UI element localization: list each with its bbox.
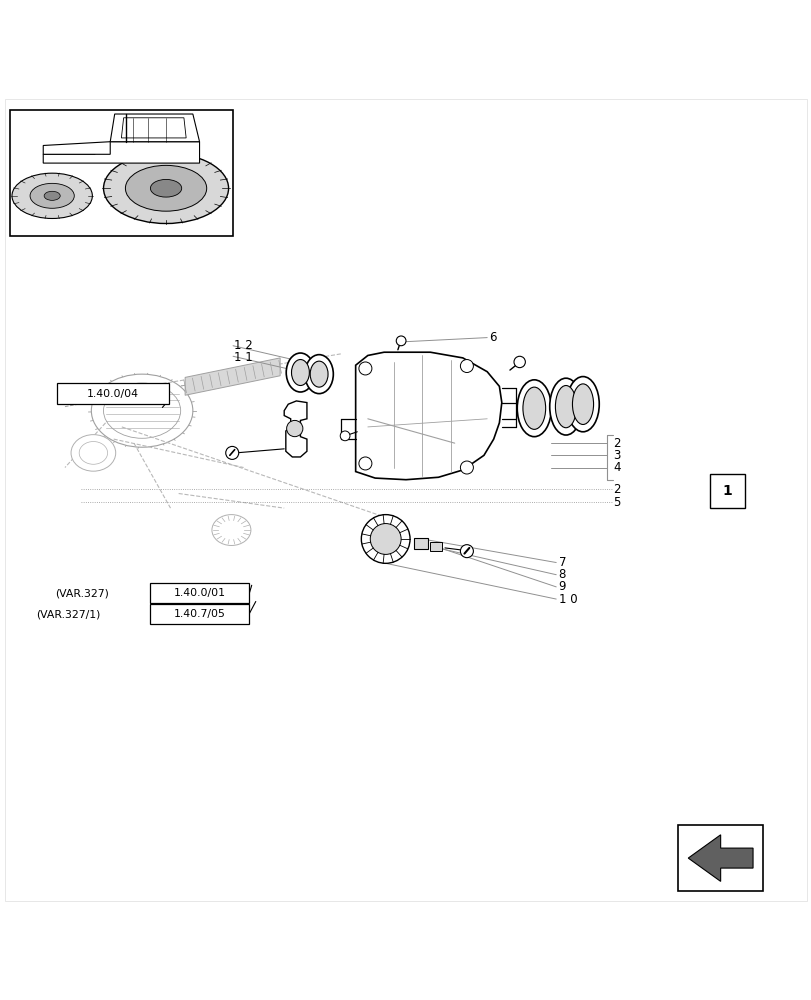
- Ellipse shape: [305, 355, 333, 394]
- Ellipse shape: [12, 173, 92, 218]
- Text: 3: 3: [612, 449, 620, 462]
- Polygon shape: [355, 352, 501, 480]
- Text: 1.40.0/04: 1.40.0/04: [87, 389, 139, 399]
- Ellipse shape: [103, 383, 180, 438]
- Text: 1.40.7/05: 1.40.7/05: [174, 609, 225, 619]
- Bar: [150, 583, 249, 603]
- Bar: [150, 604, 249, 624]
- Text: (VAR.327/1): (VAR.327/1): [36, 609, 101, 619]
- Ellipse shape: [44, 191, 60, 200]
- Circle shape: [460, 545, 473, 558]
- Text: 5: 5: [612, 496, 620, 509]
- Circle shape: [396, 336, 406, 346]
- Ellipse shape: [566, 377, 599, 432]
- Ellipse shape: [79, 442, 107, 464]
- Ellipse shape: [555, 386, 576, 428]
- Polygon shape: [43, 142, 110, 154]
- Circle shape: [286, 420, 303, 437]
- Polygon shape: [185, 358, 280, 395]
- Polygon shape: [110, 114, 200, 142]
- Text: 1 2: 1 2: [234, 339, 252, 352]
- Text: 1.40.0/01: 1.40.0/01: [174, 588, 225, 598]
- Circle shape: [358, 362, 371, 375]
- Ellipse shape: [71, 435, 115, 471]
- Bar: [710, 474, 744, 508]
- Text: 2: 2: [612, 483, 620, 496]
- Ellipse shape: [30, 183, 74, 208]
- Circle shape: [460, 461, 473, 474]
- Circle shape: [370, 524, 401, 554]
- Bar: [10, 110, 233, 236]
- Text: 8: 8: [558, 568, 565, 581]
- Ellipse shape: [549, 378, 581, 435]
- Text: 1 1: 1 1: [234, 351, 252, 364]
- Text: 9: 9: [558, 580, 565, 593]
- Ellipse shape: [285, 353, 314, 392]
- Polygon shape: [284, 401, 307, 457]
- Ellipse shape: [212, 515, 251, 545]
- Ellipse shape: [91, 374, 192, 447]
- Polygon shape: [43, 142, 200, 163]
- Text: 1 0: 1 0: [558, 593, 577, 606]
- Circle shape: [340, 431, 350, 441]
- Text: 7: 7: [558, 556, 565, 569]
- Ellipse shape: [125, 165, 207, 211]
- Text: 1: 1: [722, 484, 732, 498]
- Text: (VAR.327): (VAR.327): [55, 588, 109, 598]
- Bar: [57, 383, 169, 404]
- Ellipse shape: [517, 380, 551, 437]
- Text: 4: 4: [612, 461, 620, 474]
- Ellipse shape: [572, 384, 593, 424]
- Bar: [430, 542, 441, 551]
- Text: 2: 2: [612, 437, 620, 450]
- Circle shape: [361, 515, 410, 563]
- Circle shape: [460, 360, 473, 373]
- Bar: [414, 538, 427, 549]
- Circle shape: [358, 457, 371, 470]
- Ellipse shape: [310, 361, 328, 387]
- Circle shape: [225, 446, 238, 459]
- Polygon shape: [122, 118, 186, 138]
- Circle shape: [513, 356, 525, 368]
- Polygon shape: [688, 835, 752, 881]
- Ellipse shape: [522, 387, 545, 429]
- Ellipse shape: [104, 153, 229, 224]
- Ellipse shape: [291, 360, 309, 386]
- Text: 6: 6: [488, 331, 496, 344]
- Ellipse shape: [150, 179, 182, 197]
- Bar: [677, 825, 762, 891]
